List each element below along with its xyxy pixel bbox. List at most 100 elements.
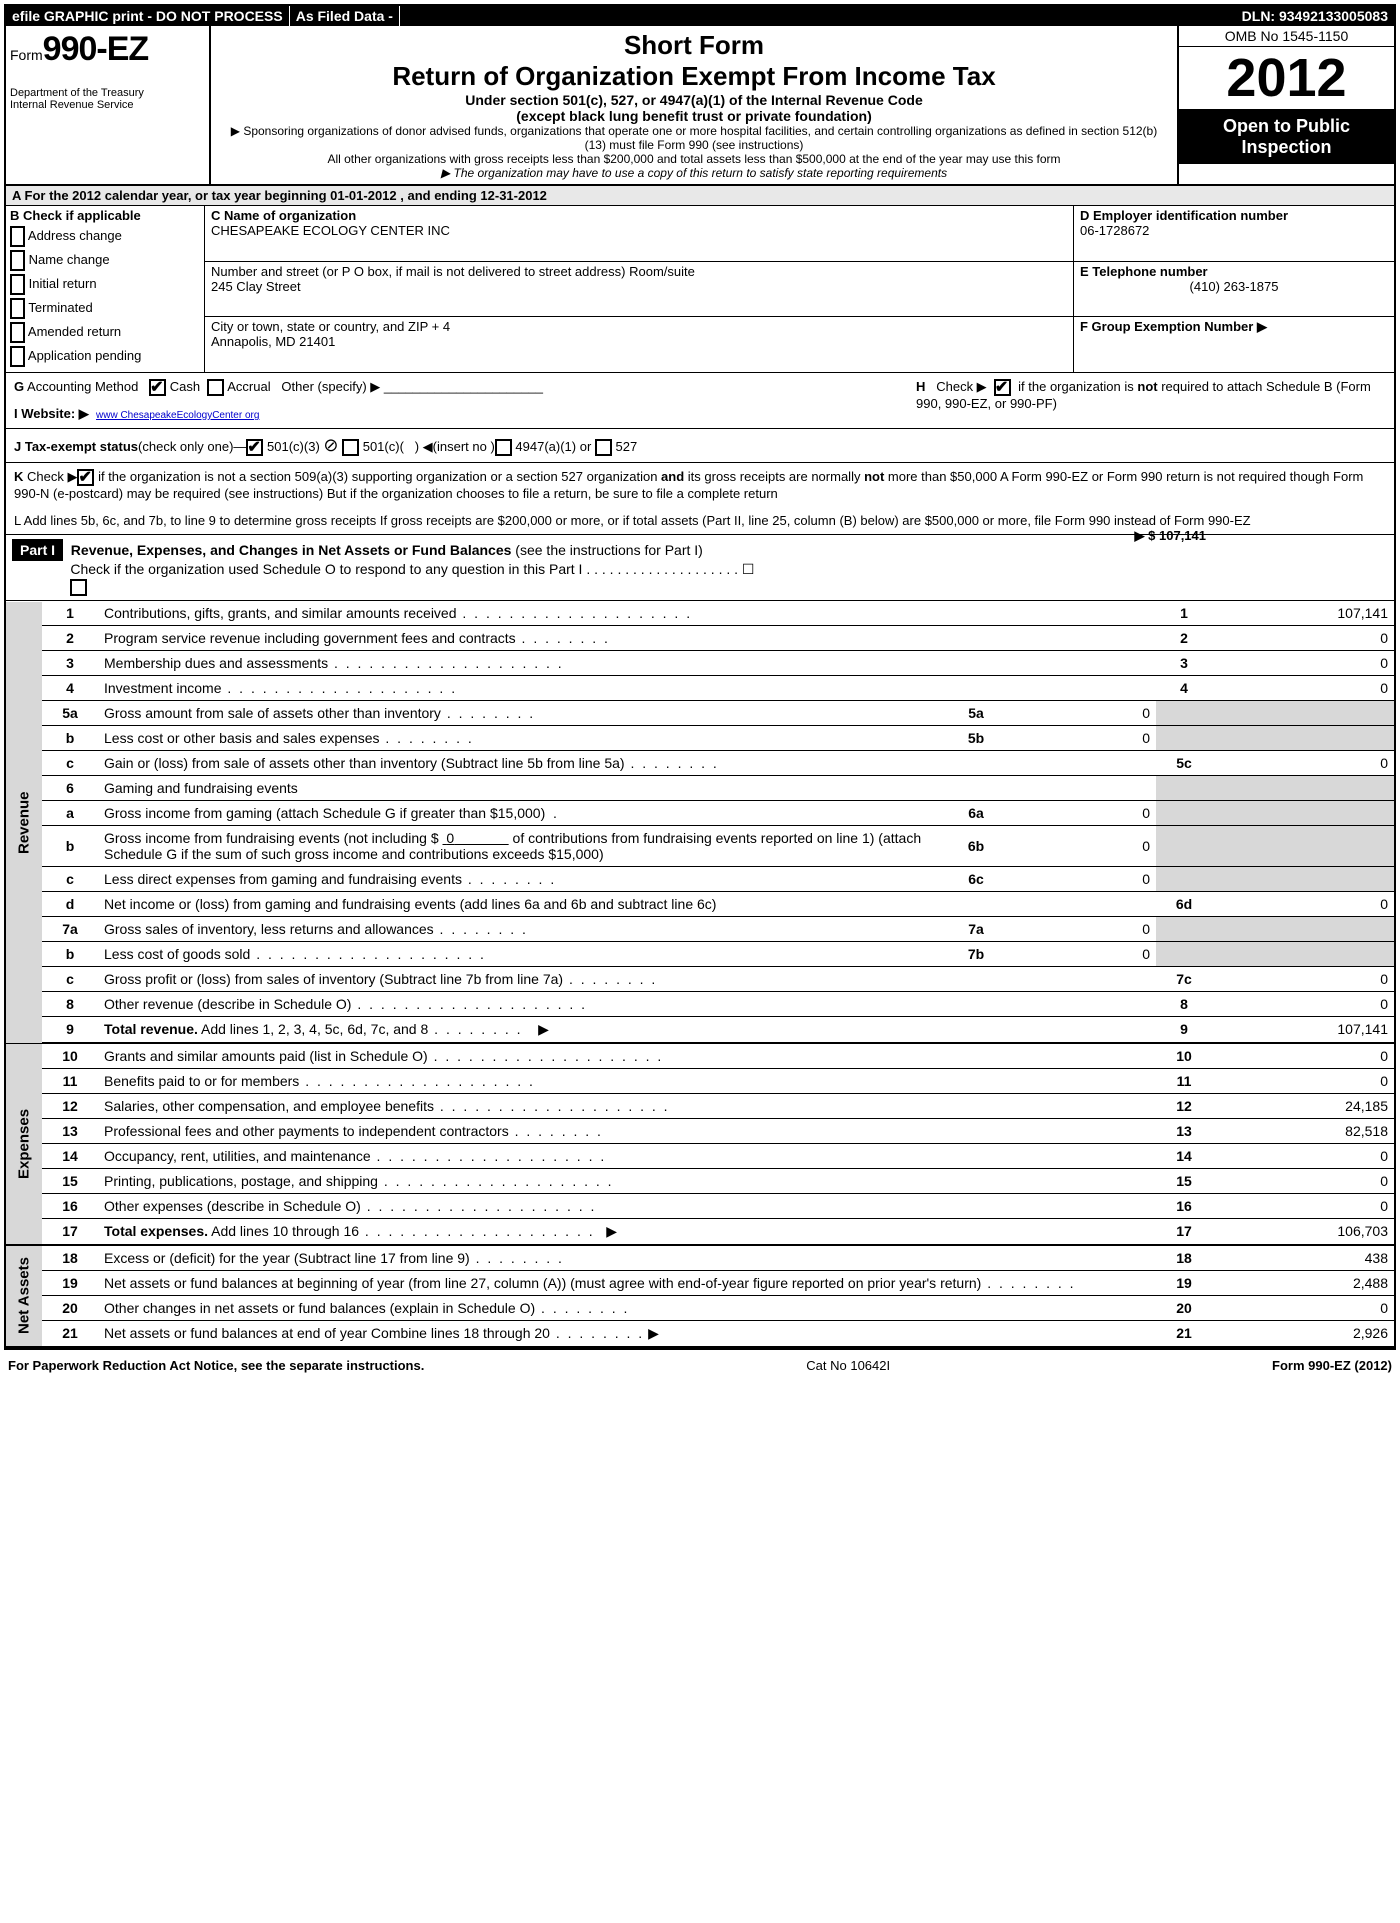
line-4: 4 Investment income 4 0: [6, 675, 1394, 700]
group-exemption-label: F Group Exemption Number ▶: [1080, 319, 1388, 335]
cb-4947[interactable]: [495, 439, 512, 456]
entity-section: B Check if applicable Address change Nam…: [6, 206, 1394, 373]
right-val: 107,141: [1212, 601, 1394, 626]
right-num-shade: [1156, 700, 1212, 725]
line-num: 1: [42, 601, 98, 626]
cb-address-change[interactable]: Address change: [10, 226, 200, 247]
line-num: d: [42, 891, 98, 916]
right-val-shade: [1212, 700, 1394, 725]
line-num: 9: [42, 1016, 98, 1043]
right-num: 19: [1156, 1270, 1212, 1295]
right-num: 17: [1156, 1218, 1212, 1245]
right-val: 0: [1212, 966, 1394, 991]
address-label: Number and street (or P O box, if mail i…: [211, 264, 1067, 279]
line-num: 14: [42, 1143, 98, 1168]
sub-val: 0: [1004, 825, 1156, 866]
k-check-row: K Check ▶ if the organization is not a s…: [6, 463, 1394, 507]
line-5a: 5a Gross amount from sale of assets othe…: [6, 700, 1394, 725]
line-6d: d Net income or (loss) from gaming and f…: [6, 891, 1394, 916]
cb-label: Initial return: [29, 276, 97, 291]
dln: DLN: 93492133005083: [1236, 6, 1394, 26]
cb-cash[interactable]: [149, 379, 166, 396]
line-num: 5a: [42, 700, 98, 725]
right-num: 16: [1156, 1193, 1212, 1218]
sub-val: 0: [1004, 725, 1156, 750]
line-desc: Gross income from gaming (attach Schedul…: [104, 805, 545, 821]
line-desc: Net assets or fund balances at end of ye…: [104, 1325, 550, 1341]
cb-527[interactable]: [595, 439, 612, 456]
group-exemption-cell: F Group Exemption Number ▶: [1074, 317, 1394, 372]
form-990ez: efile GRAPHIC print - DO NOT PROCESS As …: [4, 4, 1396, 1350]
cb-k[interactable]: [77, 469, 94, 486]
line-num: c: [42, 966, 98, 991]
open-to-public: Open to Public Inspection: [1179, 110, 1394, 164]
sub-val: 0: [1004, 700, 1156, 725]
right-val: 0: [1212, 891, 1394, 916]
phone: (410) 263-1875: [1080, 279, 1388, 294]
sub-num: 7b: [948, 941, 1004, 966]
cb-label: Application pending: [28, 348, 141, 363]
cb-accrual[interactable]: [207, 379, 224, 396]
cb-label: Terminated: [28, 300, 92, 315]
section-b-title: B Check if applicable: [10, 208, 200, 223]
line-11: 11 Benefits paid to or for members 11 0: [6, 1068, 1394, 1093]
line-5c: c Gain or (loss) from sale of assets oth…: [6, 750, 1394, 775]
line-num: 21: [42, 1320, 98, 1347]
entity-middle: C Name of organization CHESAPEAKE ECOLOG…: [205, 206, 1073, 372]
org-name-cell: C Name of organization CHESAPEAKE ECOLOG…: [205, 206, 1073, 262]
cb-501c3[interactable]: [246, 439, 263, 456]
line-desc: Gross sales of inventory, less returns a…: [104, 921, 434, 937]
sub-num: 5a: [948, 700, 1004, 725]
right-num: 6d: [1156, 891, 1212, 916]
line-num: b: [42, 941, 98, 966]
dln-label: DLN:: [1242, 8, 1275, 24]
footer-left: For Paperwork Reduction Act Notice, see …: [8, 1358, 424, 1373]
right-val: 82,518: [1212, 1118, 1394, 1143]
tax-exempt-status-row: J Tax-exempt status(check only one)— 501…: [6, 429, 1394, 463]
cb-name-change[interactable]: Name change: [10, 250, 200, 271]
line-19: 19 Net assets or fund balances at beginn…: [6, 1270, 1394, 1295]
side-revenue: Revenue: [6, 601, 42, 1043]
cb-label: Name change: [29, 252, 110, 267]
line-5b: b Less cost or other basis and sales exp…: [6, 725, 1394, 750]
line-num: 6: [42, 775, 98, 800]
city-cell: City or town, state or country, and ZIP …: [205, 317, 1073, 372]
top-bar: efile GRAPHIC print - DO NOT PROCESS As …: [6, 6, 1394, 26]
line-desc: Other changes in net assets or fund bala…: [104, 1300, 535, 1316]
address: 245 Clay Street: [211, 279, 1067, 294]
line-num: 18: [42, 1245, 98, 1271]
right-num: 20: [1156, 1295, 1212, 1320]
short-form-label: Short Form: [221, 30, 1167, 61]
form-header: Form990-EZ Department of the Treasury In…: [6, 26, 1394, 186]
right-val: 0: [1212, 1168, 1394, 1193]
side-netassets: Net Assets: [6, 1245, 42, 1347]
cb-schedule-b[interactable]: [994, 379, 1011, 396]
right-num: 7c: [1156, 966, 1212, 991]
cb-app-pending[interactable]: Application pending: [10, 346, 200, 367]
sub-num: 6a: [948, 800, 1004, 825]
part-label: Part I: [12, 539, 63, 561]
line-8: 8 Other revenue (describe in Schedule O)…: [6, 991, 1394, 1016]
line-num: 7a: [42, 916, 98, 941]
cb-initial-return[interactable]: Initial return: [10, 274, 200, 295]
cb-schedule-o[interactable]: [70, 579, 87, 596]
cb-terminated[interactable]: Terminated: [10, 298, 200, 319]
sub-val: 0: [1004, 941, 1156, 966]
line-desc: Gaming and fundraising events: [98, 775, 1156, 800]
org-name: CHESAPEAKE ECOLOGY CENTER INC: [211, 223, 1067, 238]
ein-cell: D Employer identification number 06-1728…: [1074, 206, 1394, 262]
line-17: 17 Total expenses. Add lines 10 through …: [6, 1218, 1394, 1245]
line-desc: Other expenses (describe in Schedule O): [104, 1198, 361, 1214]
right-num: 2: [1156, 625, 1212, 650]
line-13: 13 Professional fees and other payments …: [6, 1118, 1394, 1143]
right-num: 5c: [1156, 750, 1212, 775]
subtitle-1: Under section 501(c), 527, or 4947(a)(1)…: [221, 92, 1167, 108]
part-i-table: Revenue 1 Contributions, gifts, grants, …: [6, 601, 1394, 1348]
website-link[interactable]: www ChesapeakeEcologyCenter org: [96, 410, 259, 421]
line-desc: Less direct expenses from gaming and fun…: [104, 871, 462, 887]
cb-amended[interactable]: Amended return: [10, 322, 200, 343]
cb-label: Address change: [28, 228, 122, 243]
right-val: 24,185: [1212, 1093, 1394, 1118]
schedule-b-check: H Check ▶ if the organization is not req…: [906, 379, 1386, 411]
cb-501c[interactable]: [342, 439, 359, 456]
